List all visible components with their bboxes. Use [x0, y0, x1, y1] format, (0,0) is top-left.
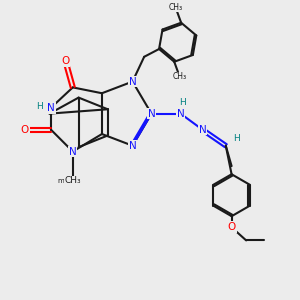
Text: N: N — [69, 146, 77, 157]
Text: N: N — [129, 141, 136, 151]
Text: O: O — [61, 56, 70, 66]
Text: N: N — [177, 109, 184, 118]
Text: N: N — [199, 125, 206, 135]
Text: CH₃: CH₃ — [64, 176, 81, 185]
Text: O: O — [21, 125, 29, 135]
Text: N: N — [148, 109, 155, 118]
Text: H: H — [233, 134, 240, 143]
Text: CH₃: CH₃ — [173, 72, 187, 81]
Text: N: N — [47, 103, 55, 113]
Text: N: N — [129, 76, 136, 87]
Text: O: O — [227, 222, 236, 232]
Text: H: H — [179, 98, 185, 107]
Text: methyl: methyl — [58, 178, 82, 184]
Text: H: H — [37, 102, 43, 111]
Text: CH₃: CH₃ — [169, 3, 183, 12]
